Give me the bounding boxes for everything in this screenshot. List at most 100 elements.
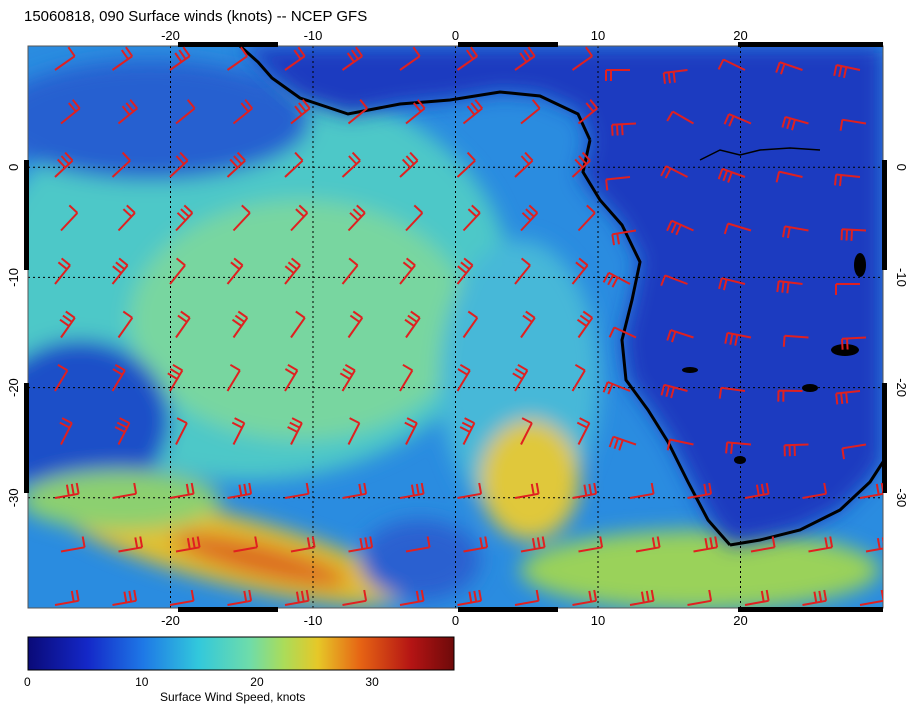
wind-barb [175,310,191,339]
wind-barb [54,46,76,71]
map-frame [27,45,884,609]
wind-barb [284,151,304,178]
wind-barb [666,110,694,125]
wind-barb [59,417,73,445]
wind-barb [520,99,541,125]
wind-barb [777,389,803,402]
wind-barb [342,482,368,499]
wind-barb [169,257,186,285]
tick-label: -10 [304,28,323,43]
wind-barb [514,589,540,606]
wind-barb [835,390,861,405]
wind-barb [750,536,776,553]
wind-barb [462,99,483,125]
wind-barb [60,204,79,232]
wind-barb [629,482,655,499]
wind-barb [111,151,131,178]
wind-barb [117,204,136,232]
wind-barb [576,310,594,339]
wind-barb [341,46,364,71]
wind-barb [723,222,752,235]
wind-barb [605,69,630,81]
wind-barb [111,46,134,71]
wind-barb [342,589,368,606]
wind-barb [520,536,546,553]
tick-label: -30 [6,488,21,507]
tick-label: 20 [733,613,747,628]
wind-barb [456,363,471,392]
wind-barb [578,536,604,553]
map-title: 15060818, 090 Surface winds (knots) -- N… [24,8,368,25]
wind-barb [839,118,867,131]
wind-barb [339,363,356,392]
wind-barb [60,99,81,125]
wind-barb [572,589,598,606]
wind-barb [456,257,474,285]
tick-label: 20 [733,28,747,43]
wind-barb [399,257,416,285]
wind-barb [347,99,368,125]
wind-barb [834,173,861,187]
wind-barb [169,482,195,499]
wind-barb [666,219,694,236]
wind-barb [59,310,76,339]
wind-barb [227,589,253,606]
tick-label: -10 [894,268,906,287]
tick-label: 10 [591,28,605,43]
wind-barb [776,280,803,294]
longitude-labels-bottom: -20 -10 0 10 20 [161,613,748,628]
wind-barb [284,589,310,606]
wind-barbs [54,46,883,606]
wind-barb [841,443,867,460]
wind-barb [404,310,421,339]
wind-barb [117,310,134,339]
wind-barb [347,310,364,339]
tick-label: -10 [6,268,21,287]
wind-barb [660,383,688,399]
wind-barb [687,589,713,606]
tick-label: 0 [894,164,906,171]
colorbar-tick-label: 0 [24,675,31,689]
wind-barb [231,310,249,339]
tick-label: -20 [161,28,180,43]
wind-barb [859,589,883,606]
wind-barb [227,482,253,499]
lat-lon-grid [28,46,883,608]
wind-barb [118,536,144,553]
wind-barb [571,46,594,71]
wind-barb [226,46,249,71]
wind-barb [841,336,867,350]
wind-barb [602,271,631,288]
wind-barb [226,151,246,178]
wind-barb [462,204,481,232]
wind-barb [666,438,694,451]
wind-barb [399,482,425,499]
wind-barb [629,589,655,606]
wind-barb [111,363,126,392]
wind-barb [284,363,299,392]
wind-barb [175,99,196,125]
wind-barb [514,482,540,499]
wind-barb [111,257,129,285]
wind-barb [54,151,74,178]
wind-barb [405,99,426,125]
wind-barb [687,482,713,499]
wind-barb [226,257,244,285]
wind-barb [802,482,828,499]
wind-barb [571,257,589,285]
wind-barb [232,99,253,125]
wind-barb [457,589,483,606]
wind-barb [54,363,69,392]
wind-barb [290,310,306,339]
tick-label: -20 [6,378,21,397]
wind-barb [571,363,586,392]
wind-barb [404,417,418,445]
wind-barb [865,537,883,553]
wind-barb [399,589,425,606]
wind-barb [577,99,598,125]
wind-barb [290,99,311,125]
tick-label: 0 [452,28,459,43]
wind-barb [290,536,316,553]
wind-barb [576,417,591,445]
